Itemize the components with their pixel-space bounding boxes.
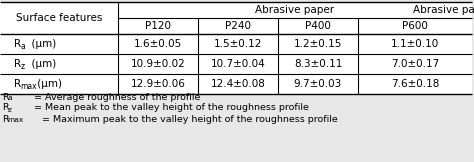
Text: Abrasive paper: Abrasive paper: [413, 5, 474, 15]
Text: max: max: [8, 117, 24, 123]
Text: = Maximum peak to the valley height of the roughness profile: = Maximum peak to the valley height of t…: [42, 115, 338, 123]
Text: R: R: [14, 39, 21, 49]
Text: z: z: [20, 62, 24, 71]
Text: max: max: [20, 82, 37, 91]
Text: P400: P400: [305, 21, 331, 31]
Text: P600: P600: [402, 21, 428, 31]
Text: 8.3±0.11: 8.3±0.11: [294, 59, 342, 69]
Text: = Average roughness of the profile: = Average roughness of the profile: [35, 93, 201, 102]
Text: P240: P240: [225, 21, 251, 31]
Text: Abrasive paper: Abrasive paper: [255, 5, 335, 15]
Text: Surface features: Surface features: [16, 13, 102, 23]
Text: (μm): (μm): [25, 59, 56, 69]
Text: 1.6±0.05: 1.6±0.05: [134, 39, 182, 49]
Text: R: R: [14, 59, 21, 69]
Text: 9.7±0.03: 9.7±0.03: [294, 79, 342, 89]
Text: 10.7±0.04: 10.7±0.04: [210, 59, 265, 69]
Text: R: R: [2, 93, 9, 102]
Text: P120: P120: [145, 21, 171, 31]
Text: 12.9±0.06: 12.9±0.06: [130, 79, 185, 89]
Text: 10.9±0.02: 10.9±0.02: [131, 59, 185, 69]
Text: z: z: [8, 106, 11, 112]
Text: a: a: [20, 42, 25, 51]
Text: 12.4±0.08: 12.4±0.08: [210, 79, 265, 89]
Text: 7.0±0.17: 7.0±0.17: [391, 59, 439, 69]
Text: (μm): (μm): [34, 79, 62, 89]
FancyBboxPatch shape: [0, 2, 472, 94]
Text: = Mean peak to the valley height of the roughness profile: = Mean peak to the valley height of the …: [35, 104, 309, 112]
Text: a: a: [8, 96, 12, 102]
Text: 7.6±0.18: 7.6±0.18: [391, 79, 439, 89]
Text: (μm): (μm): [25, 39, 56, 49]
Text: R: R: [2, 104, 9, 112]
Text: R: R: [14, 79, 21, 89]
Text: 1.2±0.15: 1.2±0.15: [294, 39, 342, 49]
Text: 1.1±0.10: 1.1±0.10: [391, 39, 439, 49]
Text: 1.5±0.12: 1.5±0.12: [214, 39, 262, 49]
Text: R: R: [2, 115, 9, 123]
